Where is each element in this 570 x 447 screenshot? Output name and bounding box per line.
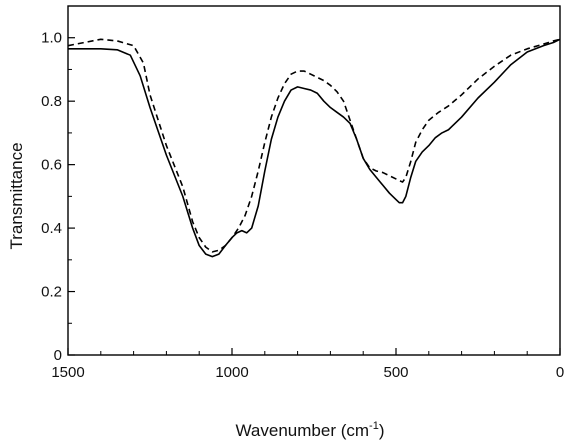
y-tick-label: 0.2 <box>41 284 62 301</box>
x-tick-label: 500 <box>383 364 408 381</box>
y-axis-ticks: 0 0.2 0.4 0.6 0.8 1.0 <box>41 5 75 364</box>
x-axis-label-superscript: -1 <box>369 420 379 432</box>
plot-frame <box>67 5 561 356</box>
series-line-solid <box>68 38 561 258</box>
x-tick-label: 1000 <box>215 364 248 381</box>
y-tick-label: 0.4 <box>41 220 62 237</box>
plot-area <box>67 5 561 356</box>
x-axis-ticks: 1500 1000 500 0 <box>51 348 564 381</box>
x-tick-label: 1500 <box>51 364 84 381</box>
series-layer <box>67 38 561 258</box>
y-tick-label: 0.6 <box>41 157 62 174</box>
x-axis-label-main: Wavenumber (cm <box>236 421 370 440</box>
y-tick-label: 1.0 <box>41 30 62 47</box>
x-axis-label-tail: ) <box>379 421 385 440</box>
y-tick-label: 0 <box>54 347 62 364</box>
x-axis-label: Wavenumber (cm-1) <box>236 420 385 440</box>
series-line-dashed <box>67 38 561 253</box>
y-tick-label: 0.8 <box>41 93 62 110</box>
x-tick-label: 0 <box>556 364 564 381</box>
y-axis-label: Transmittance <box>7 142 26 249</box>
